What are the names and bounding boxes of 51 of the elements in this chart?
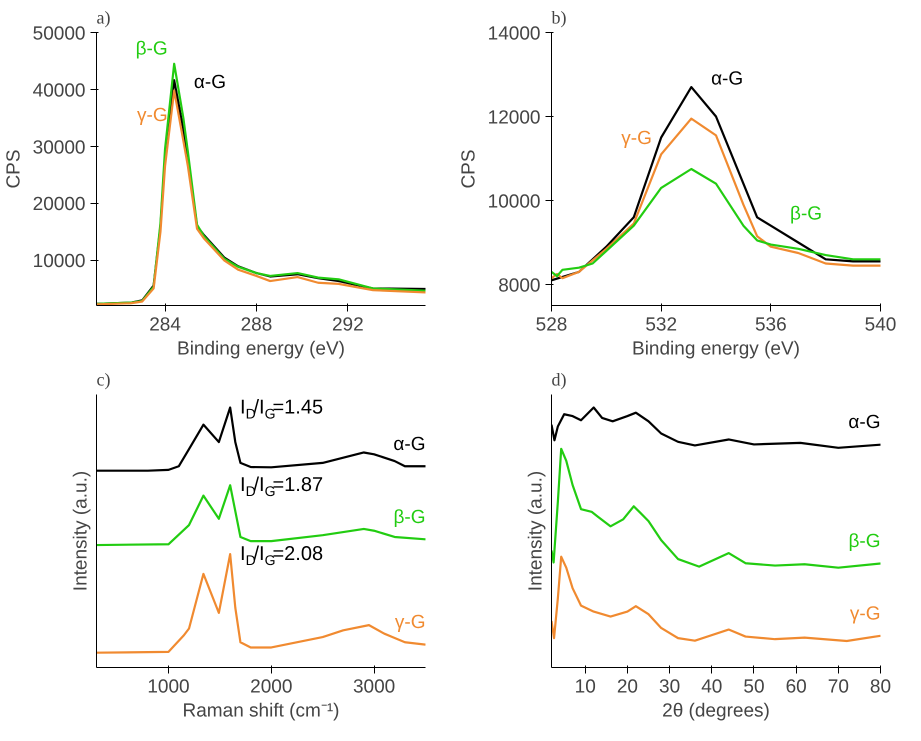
y-tick-label: 30000 xyxy=(32,137,86,158)
y-axis-title: Intensity (a.u.) xyxy=(70,470,92,592)
x-tick-label: 20 xyxy=(616,676,638,698)
series-label: γ-G xyxy=(621,128,652,150)
y-axis-title: CPS xyxy=(4,149,25,189)
y-tick-label: 50000 xyxy=(32,24,86,44)
y-axis-title: Intensity (a.u.) xyxy=(526,470,546,592)
chart-title: d) xyxy=(552,370,566,390)
x-tick-label: 60 xyxy=(786,676,807,698)
x-tick-label: 40 xyxy=(701,676,722,698)
x-tick-label: 528 xyxy=(536,314,568,336)
x-tick-label: 284 xyxy=(149,314,182,336)
series-label: γ-G xyxy=(136,105,168,126)
x-tick-label: 532 xyxy=(645,314,678,336)
y-tick-label: 10000 xyxy=(32,251,86,272)
x-tick-label: 536 xyxy=(754,314,787,336)
x-tick-label: 292 xyxy=(332,314,364,336)
y-tick-label: 10000 xyxy=(488,192,541,212)
x-axis-title: 2θ (degrees) xyxy=(662,700,770,722)
series-label: α-G xyxy=(711,68,744,90)
series-label: β-G xyxy=(136,38,168,60)
y-tick-label: 20000 xyxy=(32,194,86,216)
series-label: α-G xyxy=(848,412,881,434)
chart-title: c) xyxy=(96,370,110,390)
x-tick-label: 30 xyxy=(659,676,680,698)
x-axis-title: Raman shift (cm⁻¹) xyxy=(182,700,340,722)
y-tick-label: 12000 xyxy=(488,108,541,128)
series-label: β-G xyxy=(393,506,426,528)
y-tick-label: 40000 xyxy=(32,80,86,102)
x-axis-title: Binding energy (eV) xyxy=(632,338,800,360)
x-axis-title: Binding energy (eV) xyxy=(177,338,345,360)
series-label: α-G xyxy=(194,72,226,93)
series-label: γ-G xyxy=(850,603,881,624)
x-tick-label: 10 xyxy=(574,676,596,698)
series-label: α-G xyxy=(393,434,426,455)
chart-title: b) xyxy=(552,8,566,28)
y-axis-title: CPS xyxy=(458,149,480,189)
x-tick-label: 80 xyxy=(870,676,892,698)
series-label: β-G xyxy=(848,531,881,552)
x-tick-label: 288 xyxy=(240,314,272,336)
x-tick-label: 2000 xyxy=(250,676,292,698)
series-label: γ-G xyxy=(394,612,426,634)
series-label: β-G xyxy=(790,204,822,224)
y-tick-label: 8000 xyxy=(498,276,541,296)
x-tick-label: 50 xyxy=(743,676,765,698)
x-tick-label: 70 xyxy=(828,676,849,698)
x-tick-label: 1000 xyxy=(147,676,190,698)
chart-title: a) xyxy=(96,8,110,28)
x-tick-label: 540 xyxy=(864,314,896,336)
y-tick-label: 14000 xyxy=(488,24,541,44)
x-tick-label: 3000 xyxy=(352,676,396,698)
